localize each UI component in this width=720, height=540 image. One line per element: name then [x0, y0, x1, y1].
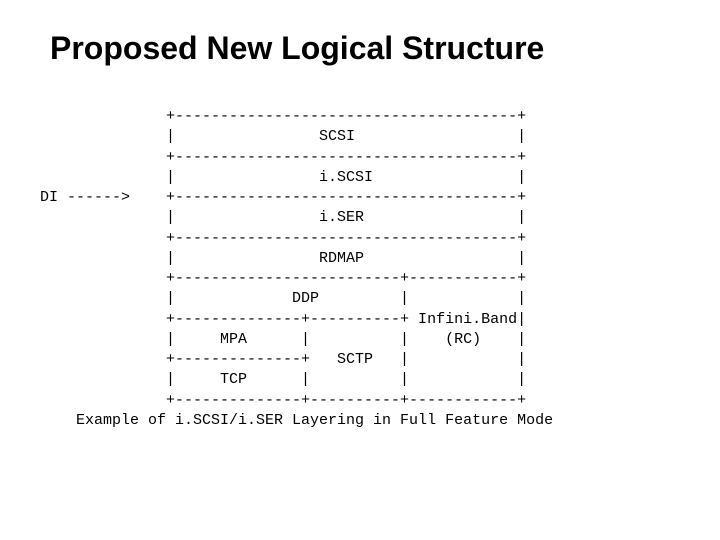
ascii-diagram: +--------------------------------------+…	[40, 107, 680, 431]
page-title: Proposed New Logical Structure	[50, 30, 680, 67]
